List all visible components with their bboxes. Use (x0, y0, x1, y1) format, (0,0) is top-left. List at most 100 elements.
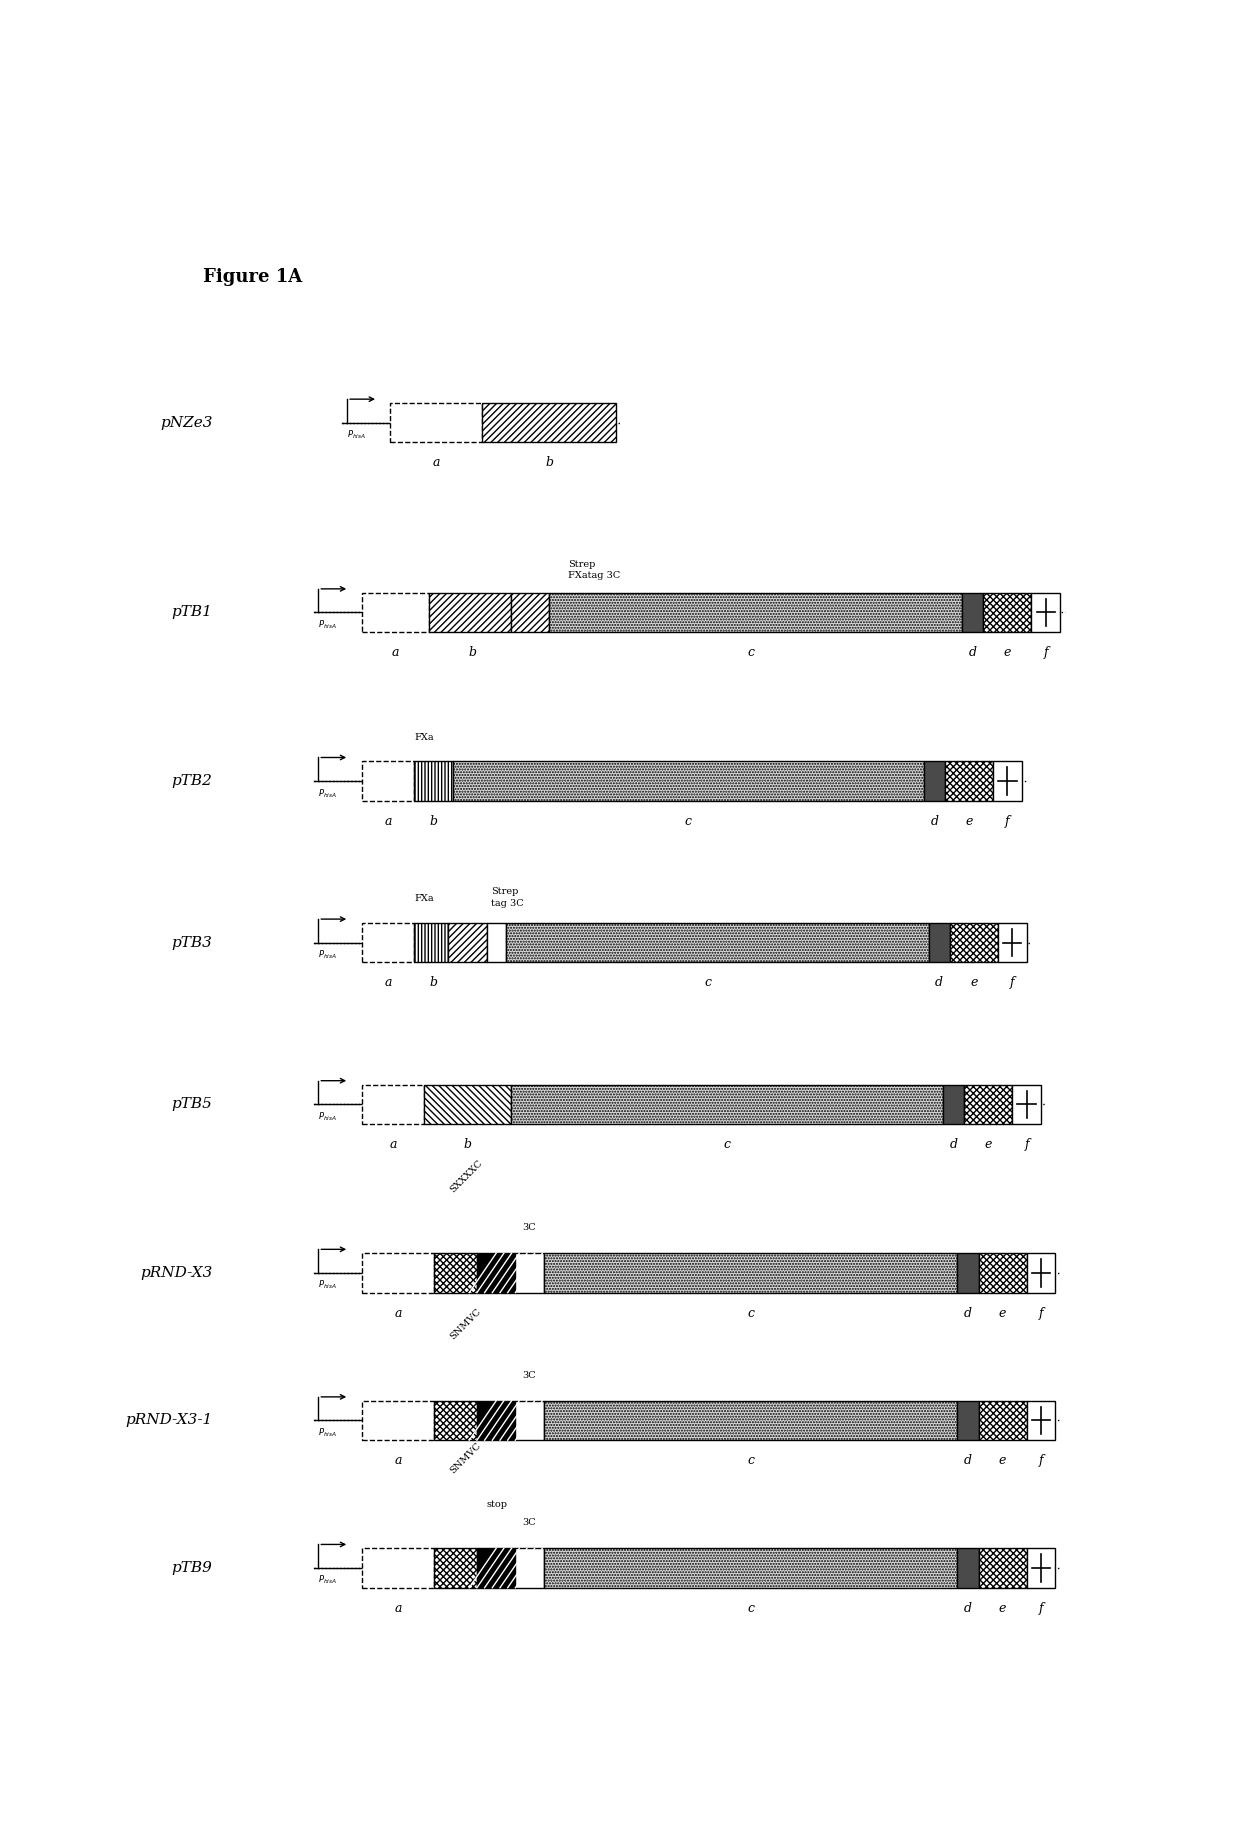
Text: f: f (1044, 646, 1048, 659)
Text: f: f (1039, 1455, 1043, 1467)
Bar (516, 1254, 544, 1292)
Text: d: d (963, 1602, 972, 1615)
Bar (414, 923, 448, 962)
Bar (544, 1402, 957, 1440)
Text: a: a (394, 1307, 402, 1319)
Text: SNMVC: SNMVC (448, 1307, 482, 1341)
Bar (516, 1402, 544, 1440)
Text: c: c (748, 1455, 754, 1467)
Text: a: a (433, 456, 440, 469)
Text: e: e (999, 1455, 1007, 1467)
Text: 3C: 3C (522, 1371, 536, 1380)
Text: c: c (748, 1307, 754, 1319)
Bar (486, 923, 506, 962)
Text: $P_{hisA}$: $P_{hisA}$ (319, 949, 337, 962)
Text: f: f (1039, 1307, 1043, 1319)
Text: f: f (1006, 814, 1009, 829)
Bar (453, 761, 924, 801)
Bar (544, 1548, 957, 1588)
Text: pTB9: pTB9 (172, 1560, 213, 1575)
Text: Figure 1A: Figure 1A (203, 268, 303, 287)
Text: pTB3: pTB3 (172, 936, 213, 949)
Text: e: e (985, 1139, 992, 1152)
Text: pNZe3: pNZe3 (160, 416, 213, 429)
Bar (978, 1254, 1027, 1292)
Bar (434, 1254, 477, 1292)
Text: $P_{hisA}$: $P_{hisA}$ (347, 429, 366, 442)
Bar (549, 593, 962, 631)
Text: $P_{hisA}$: $P_{hisA}$ (319, 1573, 337, 1586)
Bar (362, 1084, 424, 1124)
Text: e: e (1003, 646, 1011, 659)
Text: a: a (392, 646, 399, 659)
Text: d: d (963, 1455, 972, 1467)
Text: a: a (394, 1602, 402, 1615)
Bar (945, 761, 993, 801)
Text: FXatag 3C: FXatag 3C (568, 571, 620, 580)
Bar (434, 1548, 477, 1588)
Text: Strep: Strep (568, 560, 595, 569)
Text: c: c (748, 646, 754, 659)
Bar (983, 593, 1032, 631)
Bar (957, 1254, 978, 1292)
Text: a: a (394, 1455, 402, 1467)
Bar (511, 593, 549, 631)
Text: e: e (970, 976, 977, 989)
Bar (1012, 1084, 1042, 1124)
Text: stop: stop (486, 1500, 507, 1509)
Text: f: f (1039, 1602, 1043, 1615)
Bar (544, 1254, 957, 1292)
Text: 3C: 3C (522, 1518, 536, 1528)
Text: c: c (704, 976, 711, 989)
Text: $P_{hisA}$: $P_{hisA}$ (319, 1110, 337, 1122)
Text: d: d (968, 646, 977, 659)
Text: FXa: FXa (414, 734, 434, 741)
Bar (511, 1084, 942, 1124)
Bar (957, 1402, 978, 1440)
Bar (1027, 1402, 1055, 1440)
Bar (477, 1402, 516, 1440)
Text: d: d (950, 1139, 957, 1152)
Text: e: e (999, 1602, 1007, 1615)
Text: Strep: Strep (491, 887, 518, 896)
Text: b: b (469, 646, 476, 659)
Bar (429, 593, 511, 631)
Bar (506, 923, 929, 962)
Bar (477, 1548, 516, 1588)
Text: b: b (430, 976, 438, 989)
Bar (477, 1254, 516, 1292)
Bar (424, 1084, 511, 1124)
Bar (950, 923, 998, 962)
Text: $P_{hisA}$: $P_{hisA}$ (319, 1279, 337, 1292)
Bar (516, 1548, 544, 1588)
Bar (978, 1548, 1027, 1588)
Bar (362, 593, 429, 631)
Text: d: d (935, 976, 944, 989)
Text: e: e (999, 1307, 1007, 1319)
Text: f: f (1009, 976, 1014, 989)
Text: b: b (464, 1139, 471, 1152)
Bar (962, 593, 983, 631)
Text: e: e (965, 814, 972, 829)
Bar (929, 923, 950, 962)
Bar (965, 1084, 1012, 1124)
Bar (362, 1254, 434, 1292)
Text: pRND-X3-1: pRND-X3-1 (125, 1414, 213, 1427)
Text: SNMVC: SNMVC (448, 1440, 482, 1475)
Bar (434, 1402, 477, 1440)
Text: c: c (723, 1139, 730, 1152)
Text: a: a (389, 1139, 397, 1152)
Text: $P_{hisA}$: $P_{hisA}$ (319, 787, 337, 799)
Bar (414, 761, 453, 801)
Text: d: d (963, 1307, 972, 1319)
Text: pTB2: pTB2 (172, 774, 213, 788)
Bar (362, 923, 414, 962)
Bar (924, 761, 945, 801)
Text: c: c (748, 1602, 754, 1615)
Text: $P_{hisA}$: $P_{hisA}$ (319, 1427, 337, 1438)
Bar (998, 923, 1027, 962)
Text: b: b (430, 814, 438, 829)
Text: a: a (384, 814, 392, 829)
Bar (362, 761, 414, 801)
Bar (448, 923, 486, 962)
